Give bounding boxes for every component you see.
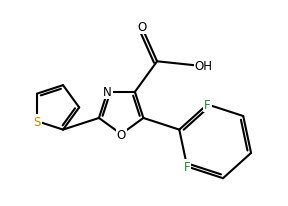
Text: F: F	[204, 98, 211, 111]
Text: OH: OH	[195, 60, 213, 72]
Text: O: O	[117, 128, 126, 141]
Text: S: S	[33, 115, 41, 128]
Text: F: F	[184, 160, 190, 173]
Text: O: O	[137, 21, 146, 34]
Text: N: N	[103, 86, 112, 99]
